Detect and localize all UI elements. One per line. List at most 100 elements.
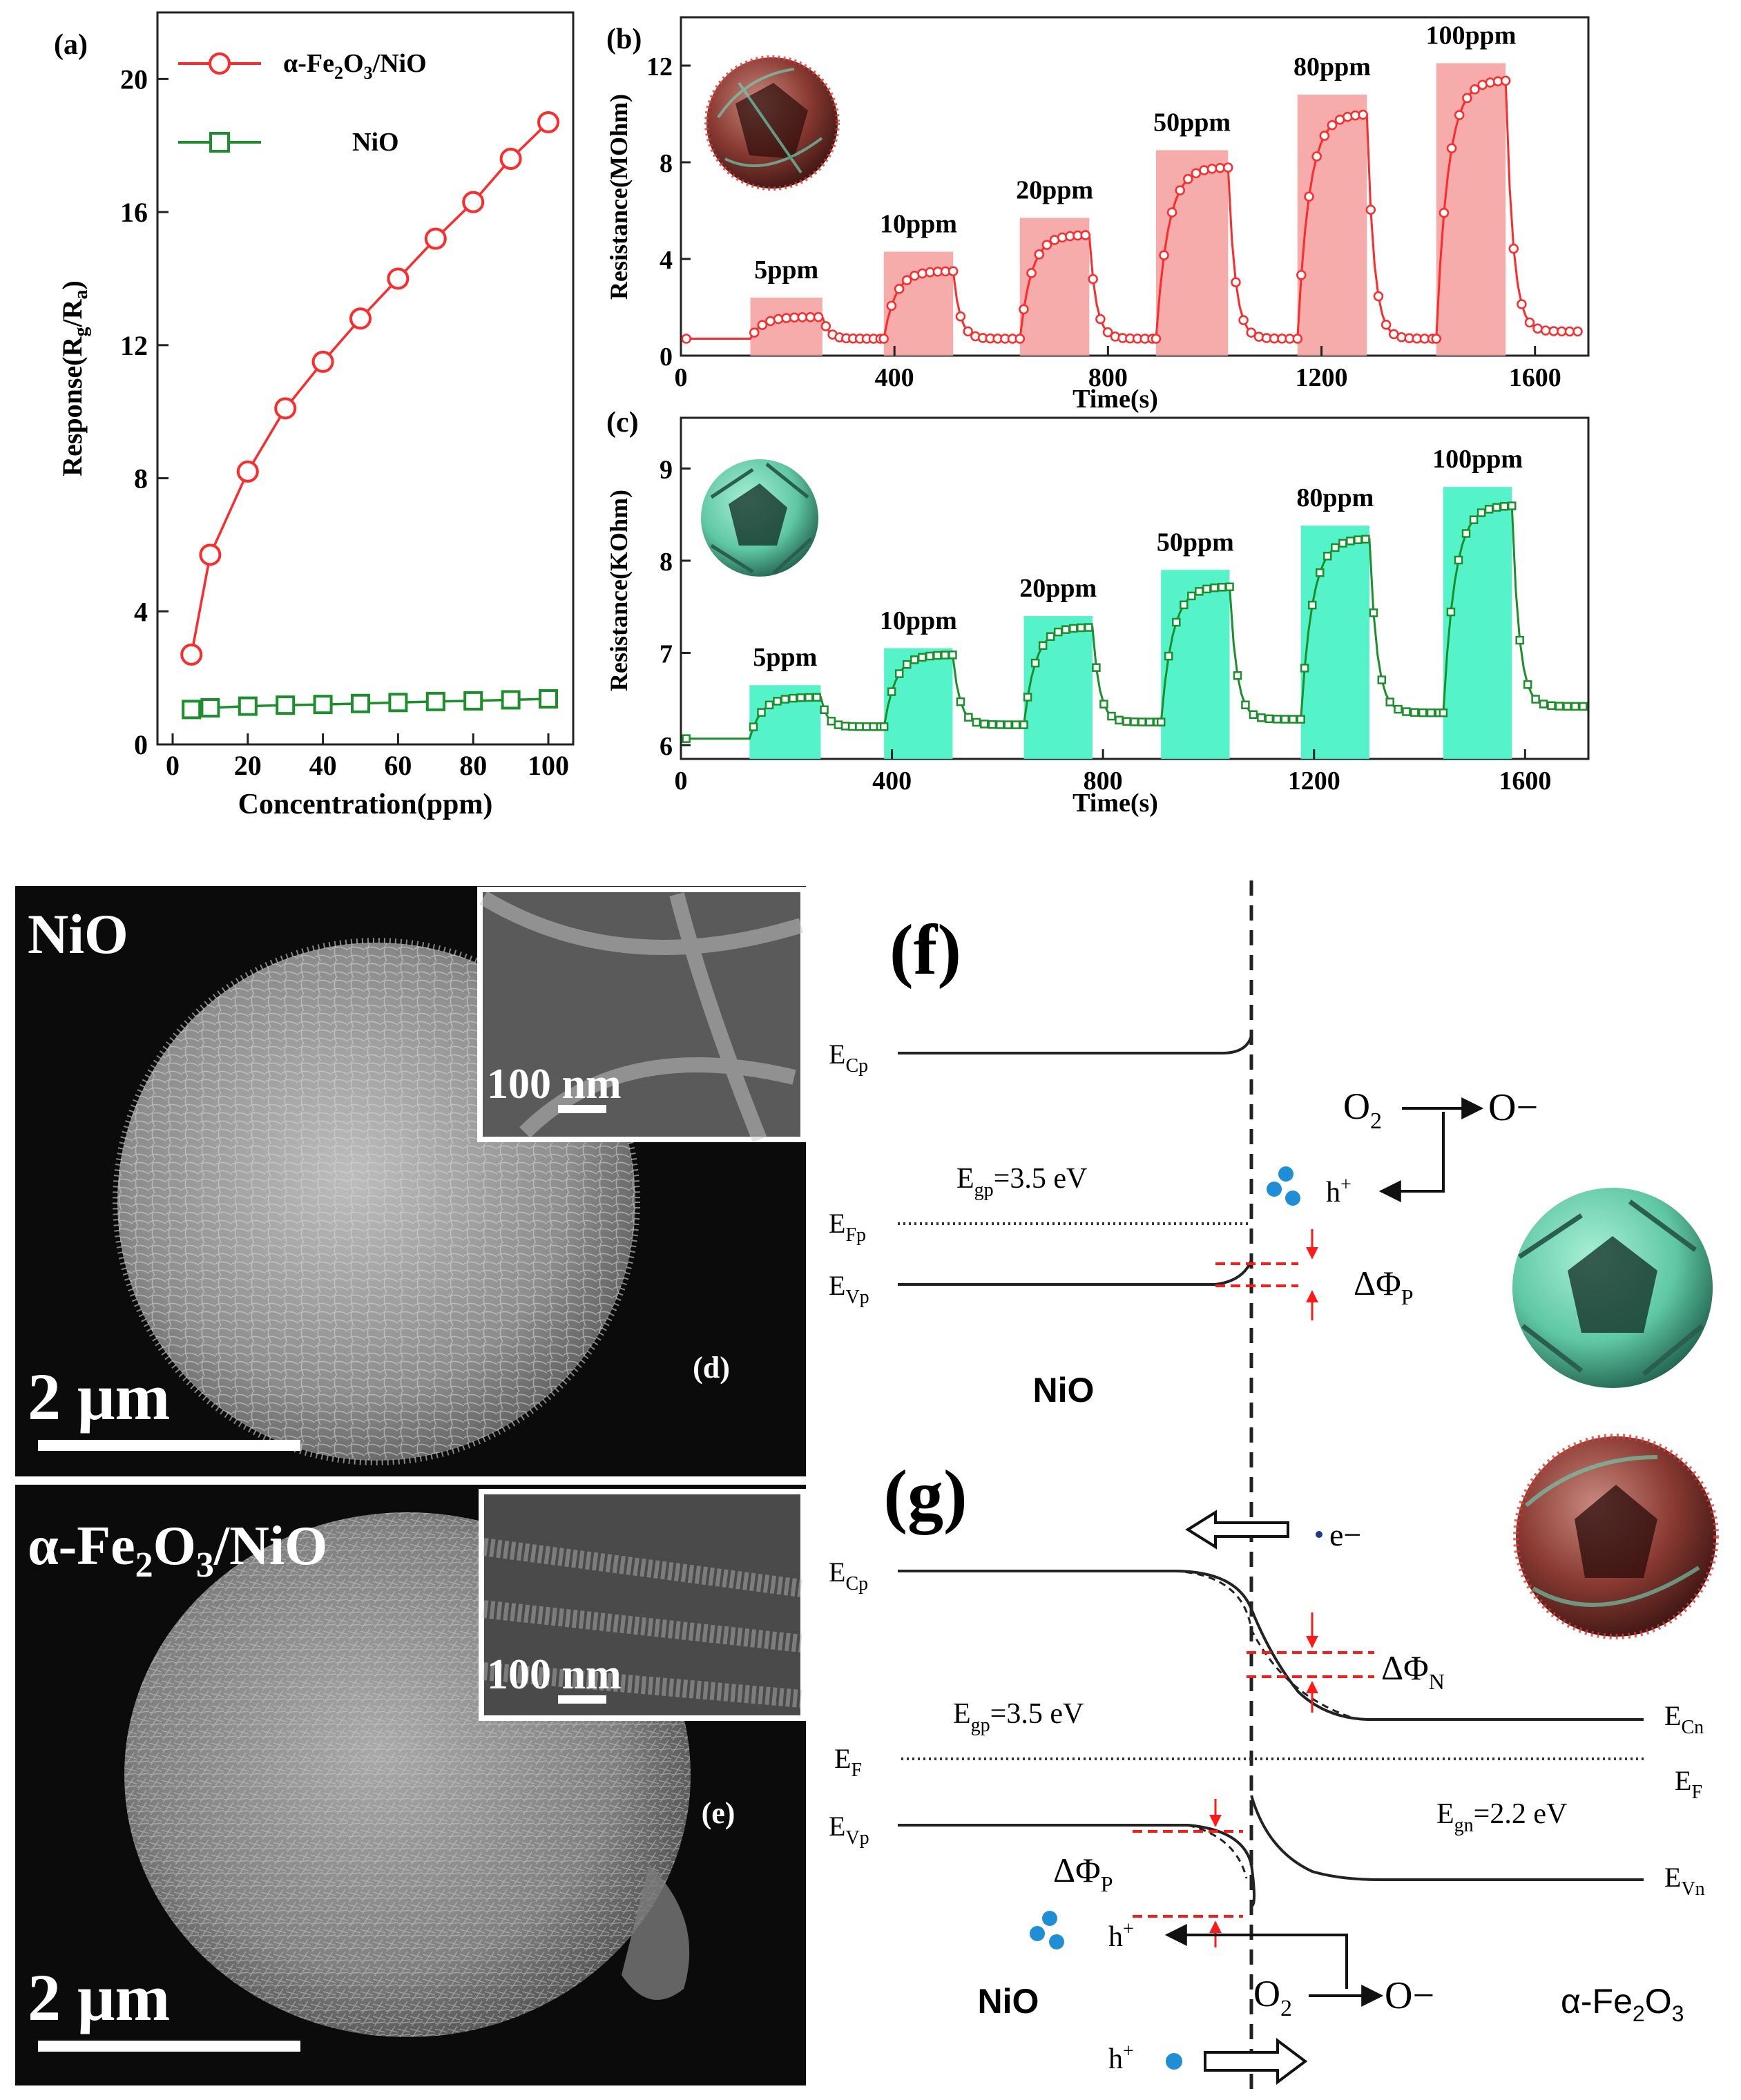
c-data-point [1099, 700, 1108, 709]
c-data-point [956, 697, 965, 706]
c-data-point [773, 697, 782, 706]
band-g-material-right: α-Fe2O3 [1561, 1982, 1684, 2026]
c-data-point [1195, 587, 1204, 596]
b-data-point [813, 311, 824, 322]
c-data-point [879, 722, 889, 731]
band-g-ecp-label: ECp [829, 1557, 868, 1595]
b-data-point [1014, 334, 1026, 344]
c-data-point [820, 705, 829, 715]
sem-d-inset-scale-label: 100 nm [487, 1061, 622, 1108]
band-g-egn-label: Egn=2.2 eV [1436, 1798, 1567, 1836]
b-data-point [878, 334, 889, 344]
c-data-point [995, 720, 1005, 729]
c-gas-exposure-box [1443, 487, 1512, 759]
c-data-point [1507, 501, 1517, 510]
panel-a-point-0 [537, 111, 559, 133]
c-data-point [862, 722, 871, 731]
c-gas-exposure-box [1023, 616, 1093, 759]
b-data-point [1327, 119, 1338, 131]
c-data-point [1137, 717, 1146, 726]
panel-a-point-0 [311, 350, 334, 373]
b-data-point [1446, 143, 1457, 153]
c-data-point [1547, 701, 1556, 711]
c-xtick-label: 1200 [1288, 767, 1340, 796]
c-gas-exposure-box [1300, 526, 1369, 759]
c-data-point [1061, 625, 1070, 634]
c-data-point [1563, 702, 1572, 711]
c-ytick-label: 9 [660, 455, 673, 484]
panel-a-ytick-label: 4 [134, 596, 148, 627]
band-g-hole-dot-bottom [1166, 2053, 1182, 2070]
c-data-point [1331, 543, 1340, 552]
panel-a-point-1 [388, 693, 408, 713]
c-data-point [1084, 623, 1093, 632]
c-data-point [1053, 627, 1063, 637]
c-data-point [941, 651, 950, 659]
panel-a-xtick-label: 40 [309, 750, 337, 781]
c-pulse-label: 50ppm [1157, 528, 1234, 557]
panel-a-point-0 [424, 227, 447, 250]
panel-c-frame [680, 416, 1590, 760]
panel-a-point-0 [387, 267, 410, 290]
panel-a-point-0 [462, 191, 485, 213]
b-data-point [1532, 323, 1543, 334]
panel-a-point-0 [349, 307, 372, 330]
c-data-point [855, 722, 864, 731]
b-data-point [1524, 317, 1535, 328]
b-data-point [1540, 325, 1551, 336]
band-g-ef-right: EF [1675, 1765, 1702, 1803]
b-xtick-label: 1200 [1296, 363, 1348, 392]
panel-a-point-1 [463, 691, 483, 711]
b-data-point [1508, 243, 1519, 254]
band-g-evn-label: EVn [1664, 1862, 1705, 1900]
band-f-delta-phi: ΔΦP [1354, 1264, 1414, 1309]
b-data-point [1517, 299, 1527, 309]
legend-marker-nio [209, 132, 230, 153]
c-data-point [848, 722, 857, 731]
c-data-point [964, 713, 973, 722]
b-data-point [1183, 174, 1193, 184]
c-data-point [1418, 708, 1427, 717]
c-data-point [1296, 715, 1305, 724]
c-data-point [1180, 600, 1189, 610]
b-data-point [1215, 162, 1225, 173]
c-data-point [1477, 508, 1486, 517]
b-data-point [1358, 109, 1368, 120]
b-data-point [1454, 110, 1465, 120]
b-data-point [1159, 250, 1169, 260]
panel-a-ytick-label: 20 [120, 64, 148, 95]
b-data-point [1102, 327, 1113, 338]
c-data-point [1402, 707, 1411, 716]
c-data-point [1122, 717, 1131, 726]
band-g-electron-arrow [1185, 1510, 1289, 1550]
b-data-point [1296, 269, 1307, 280]
panel-a-xtick-label: 100 [528, 750, 569, 781]
c-data-point [1225, 582, 1234, 592]
sem-e-inset-scale-label: 100 nm [487, 1651, 622, 1698]
panel-a-response-chart: (a) 0 4 8 12 16 20 0 20 40 60 80 100 Concentration… [54, 11, 575, 820]
c-data-point [1030, 658, 1040, 668]
c-data-point [840, 722, 850, 731]
b-xtick-label: 1600 [1509, 363, 1561, 392]
b-data-point [1373, 291, 1384, 302]
b-data-point [749, 327, 760, 338]
band-f-evp-line [898, 1260, 1253, 1286]
c-data-point [1300, 664, 1309, 673]
panel-a-ytick-label: 16 [120, 197, 148, 228]
panel-b-xlabel: Time(s) [1073, 385, 1158, 414]
c-data-point [887, 687, 896, 696]
panel-a-xtick-label: 80 [459, 750, 487, 781]
band-g-ecn-label: ECn [1664, 1700, 1704, 1738]
c-data-point [780, 695, 790, 704]
sem-e-scale-label: 2 μm [28, 1961, 170, 2034]
c-data-point [1187, 591, 1196, 601]
c-data-point [1307, 600, 1317, 610]
c-data-point [1130, 717, 1139, 726]
panel-a-point-1 [313, 695, 333, 715]
panel-c-resistance-chart: (c) 6 7 8 9 0 400 800 1200 1600 5ppm 10ppm 20ppm 5… [605, 407, 1590, 818]
b-ytick-label: 12 [646, 52, 673, 81]
b-data-point [1319, 131, 1330, 141]
b-xtick-label: 0 [675, 363, 688, 392]
panel-a-point-0 [199, 543, 222, 566]
b-data-point [1088, 273, 1098, 285]
